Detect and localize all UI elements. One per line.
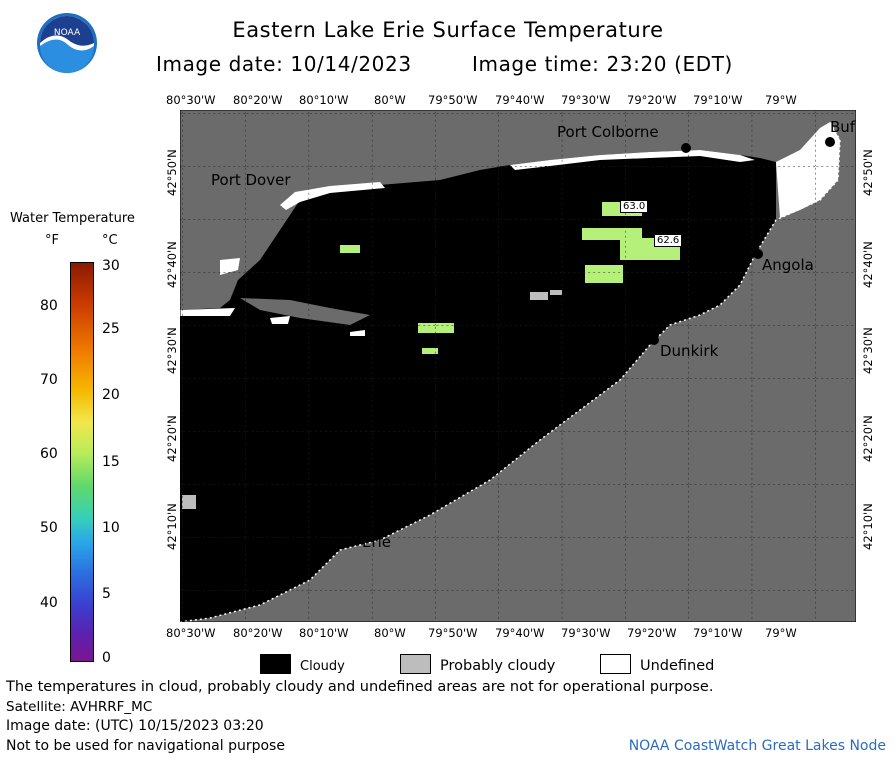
lon-label-top: 79°40'W	[495, 93, 545, 107]
place-port-colborne: Port Colborne	[557, 123, 659, 141]
f-tick: 80	[40, 298, 58, 314]
lat-label-left: 42°20'N	[165, 415, 179, 462]
noaa-logo: NOAA	[36, 12, 98, 74]
f-tick: 60	[40, 446, 58, 462]
c-tick: 5	[102, 586, 111, 602]
image-time: Image time: 23:20 (EDT)	[472, 52, 733, 76]
lon-label-bottom: 80°20'W	[233, 626, 283, 640]
lon-label-top: 80°20'W	[233, 93, 283, 107]
c-tick: 30	[102, 258, 120, 274]
lon-label-top: 79°W	[765, 93, 797, 107]
city-dot	[825, 137, 835, 147]
color-scale-bar	[70, 262, 94, 662]
place-angola: Angola	[762, 256, 814, 274]
lon-label-bottom: 80°30'W	[166, 626, 216, 640]
page-title: Eastern Lake Erie Surface Temperature	[232, 18, 664, 42]
lat-label-right: 42°20'N	[861, 415, 875, 462]
legend-swatch-undefined	[600, 654, 631, 674]
lon-label-bottom: 79°30'W	[561, 626, 611, 640]
lon-label-top: 80°10'W	[299, 93, 349, 107]
lat-label-left: 42°10'N	[165, 503, 179, 550]
footer-nav-warning: Not to be used for navigational purpose	[6, 738, 285, 754]
scale-title: Water Temperature	[10, 211, 135, 226]
footer-credit: NOAA CoastWatch Great Lakes Node	[628, 738, 886, 754]
legend-swatch-probably-cloudy	[400, 654, 431, 674]
c-tick: 0	[102, 650, 111, 666]
c-tick: 25	[102, 321, 120, 337]
c-tick: 15	[102, 454, 120, 470]
lat-label-left: 42°50'N	[165, 149, 179, 196]
f-tick: 50	[40, 520, 58, 536]
lon-label-top: 80°30'W	[166, 93, 216, 107]
temp-label: 62.6	[654, 234, 683, 247]
legend-label-cloudy: Cloudy	[300, 659, 345, 674]
lon-label-top: 79°10'W	[693, 93, 743, 107]
map-frame	[179, 109, 857, 623]
lon-label-top: 80°W	[374, 93, 406, 107]
lon-label-top: 79°20'W	[627, 93, 677, 107]
lat-label-right: 42°10'N	[861, 503, 875, 550]
legend-label-probably-cloudy: Probably cloudy	[440, 658, 556, 674]
lat-label-left: 42°30'N	[165, 327, 179, 374]
logo-text: NOAA	[54, 28, 81, 38]
c-tick: 20	[102, 387, 120, 403]
lon-label-bottom: 79°10'W	[693, 626, 743, 640]
city-dot	[753, 249, 763, 259]
lon-label-bottom: 79°40'W	[495, 626, 545, 640]
city-dot	[353, 527, 363, 537]
legend-label-undefined: Undefined	[640, 658, 715, 674]
legend-swatch-cloudy	[260, 654, 291, 674]
city-dot	[649, 335, 659, 345]
scale-f-unit: °F	[45, 233, 59, 248]
c-tick: 10	[102, 520, 120, 536]
lon-label-top: 79°50'W	[428, 93, 478, 107]
f-tick: 70	[40, 372, 58, 388]
place-buffalo: Buf	[830, 118, 856, 136]
footer-disclaimer: The temperatures in cloud, probably clou…	[6, 679, 714, 695]
footer-utc-date: Image date: (UTC) 10/15/2023 03:20	[6, 718, 264, 734]
temp-label: 63.0	[620, 200, 649, 213]
lon-label-bottom: 79°W	[765, 626, 797, 640]
lon-label-bottom: 79°20'W	[627, 626, 677, 640]
place-port-dover: Port Dover	[211, 171, 291, 189]
place-dunkirk: Dunkirk	[660, 342, 719, 360]
place-erie: Erie	[362, 533, 392, 551]
footer-satellite: Satellite: AVHRRF_MC	[6, 699, 153, 715]
scale-c-unit: °C	[102, 233, 118, 248]
lat-label-left: 42°40'N	[165, 241, 179, 288]
lon-label-bottom: 79°50'W	[428, 626, 478, 640]
f-tick: 40	[40, 595, 58, 611]
lat-label-right: 42°50'N	[861, 149, 875, 196]
city-dot	[681, 143, 691, 153]
map-svg	[179, 109, 857, 623]
lat-label-right: 42°40'N	[861, 241, 875, 288]
lat-label-right: 42°30'N	[861, 327, 875, 374]
lon-label-bottom: 80°W	[374, 626, 406, 640]
image-date: Image date: 10/14/2023	[156, 52, 412, 76]
lon-label-top: 79°30'W	[561, 93, 611, 107]
lon-label-bottom: 80°10'W	[299, 626, 349, 640]
